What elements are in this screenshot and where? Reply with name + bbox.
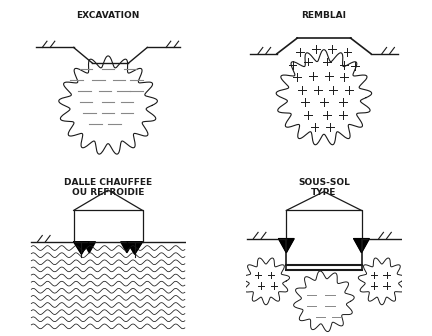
Text: SOUS-SOL
TYPE: SOUS-SOL TYPE xyxy=(298,177,350,197)
Text: EXCAVATION: EXCAVATION xyxy=(76,11,140,20)
Polygon shape xyxy=(121,242,133,253)
Polygon shape xyxy=(73,242,89,254)
Text: REMBLAI: REMBLAI xyxy=(302,11,346,20)
Polygon shape xyxy=(354,239,369,253)
Polygon shape xyxy=(127,242,143,254)
Text: DALLE CHAUFFEE
OU REFROIDIE: DALLE CHAUFFEE OU REFROIDIE xyxy=(64,177,152,197)
Polygon shape xyxy=(83,242,95,253)
Polygon shape xyxy=(279,239,294,253)
